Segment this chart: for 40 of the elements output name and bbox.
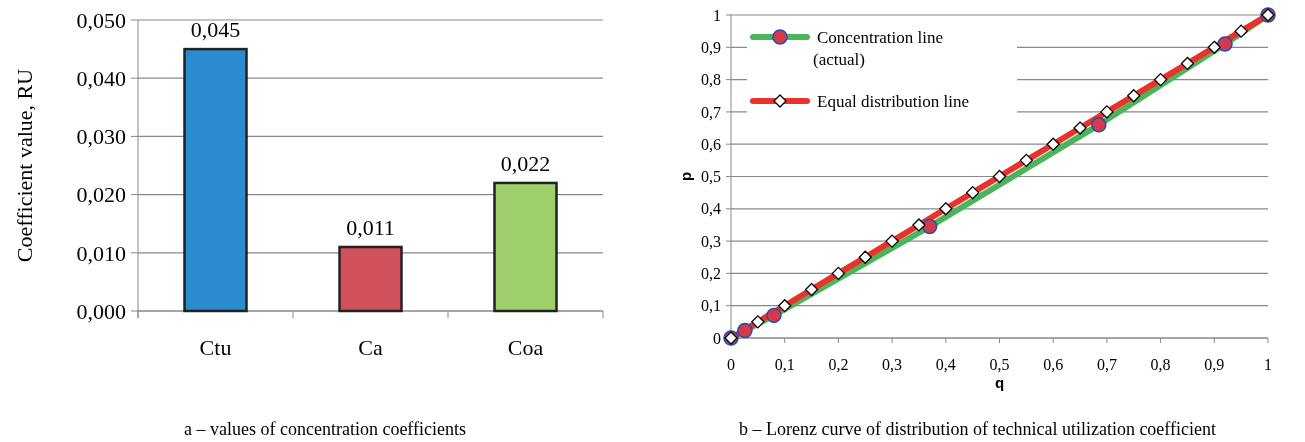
y-axis-title: p: [677, 171, 694, 182]
x-tick-label: 0,8: [1150, 356, 1171, 373]
y-tick-label: 0,3: [701, 232, 721, 250]
y-tick-label: 0,8: [701, 71, 721, 89]
x-tick-label: 0: [727, 356, 735, 373]
x-tick-label: 1: [1264, 356, 1272, 373]
data-label: 0,011: [346, 214, 395, 240]
y-tick-label: 0,000: [76, 298, 126, 324]
y-axis-title: Coefficient value, RU: [12, 68, 37, 263]
x-tick-label: 0,4: [935, 356, 956, 373]
y-tick-label: 0,020: [76, 182, 126, 208]
x-tick-label: 0,2: [828, 356, 849, 373]
y-tick-label: 0,7: [701, 103, 721, 121]
y-tick-label: 0,010: [76, 240, 126, 266]
y-tick-label: 0,5: [701, 168, 721, 186]
x-tick-label: 0,1: [774, 356, 795, 373]
data-label: 0,045: [190, 17, 241, 43]
text: b – Lorenz curve of distribution of technical utilization coefficient: [739, 419, 1216, 439]
data-label: 0,022: [500, 150, 551, 176]
y-tick-label: 0,1: [701, 297, 721, 315]
legend-label: Concentration line (actual): [813, 27, 944, 70]
x-tick-label: 0,9: [1204, 356, 1225, 373]
y-tick-label: 0,030: [76, 124, 126, 150]
x-tick-label: 0,5: [989, 356, 1010, 373]
y-tick-label: 0,9: [701, 38, 721, 56]
y-tick-label: 0,6: [701, 135, 721, 153]
y-tick-label: 0,2: [701, 265, 721, 282]
x-tick-label: Coa: [507, 335, 544, 360]
x-tick-label: Ca: [358, 335, 383, 360]
text: a – values of concentration coefficients: [183, 419, 467, 439]
x-tick-label: 0,7: [1096, 356, 1117, 373]
x-axis-title: q: [994, 374, 1005, 391]
x-tick-label: 0,6: [1043, 356, 1064, 373]
x-tick-label: Ctu: [199, 335, 232, 360]
y-tick-label: 1: [713, 6, 721, 24]
y-tick-label: 0,050: [76, 7, 126, 33]
y-tick-label: 0,4: [701, 200, 721, 218]
legend-label: Equal distribution line: [817, 91, 970, 111]
x-tick-label: 0,3: [882, 356, 903, 373]
y-tick-label: 0,040: [76, 65, 126, 91]
